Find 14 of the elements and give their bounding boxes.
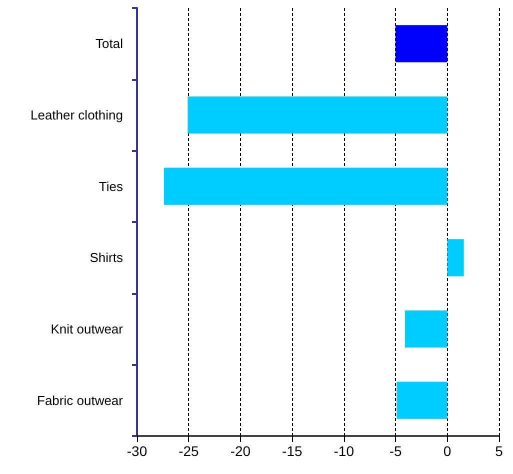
y-tick-label: Leather clothing [30,108,123,122]
y-tick-label: Shirts [90,250,124,266]
x-tick-label: -30 [126,443,148,459]
x-tick-label: -10 [334,443,354,459]
x-tick-label: 5 [495,443,504,459]
x-tick-label: 0 [443,443,452,459]
y-tick-label: Knit outwear [50,322,124,336]
x-tick-label: -25 [178,443,200,459]
x-tick-label: -20 [230,443,251,459]
x-tick-label: -5 [389,443,402,459]
y-tick-label: Ties [98,178,124,194]
y-tick-label: Total [96,36,124,52]
y-tick-label: Fabric outwear [37,392,124,408]
x-tick-label: -15 [282,443,302,459]
